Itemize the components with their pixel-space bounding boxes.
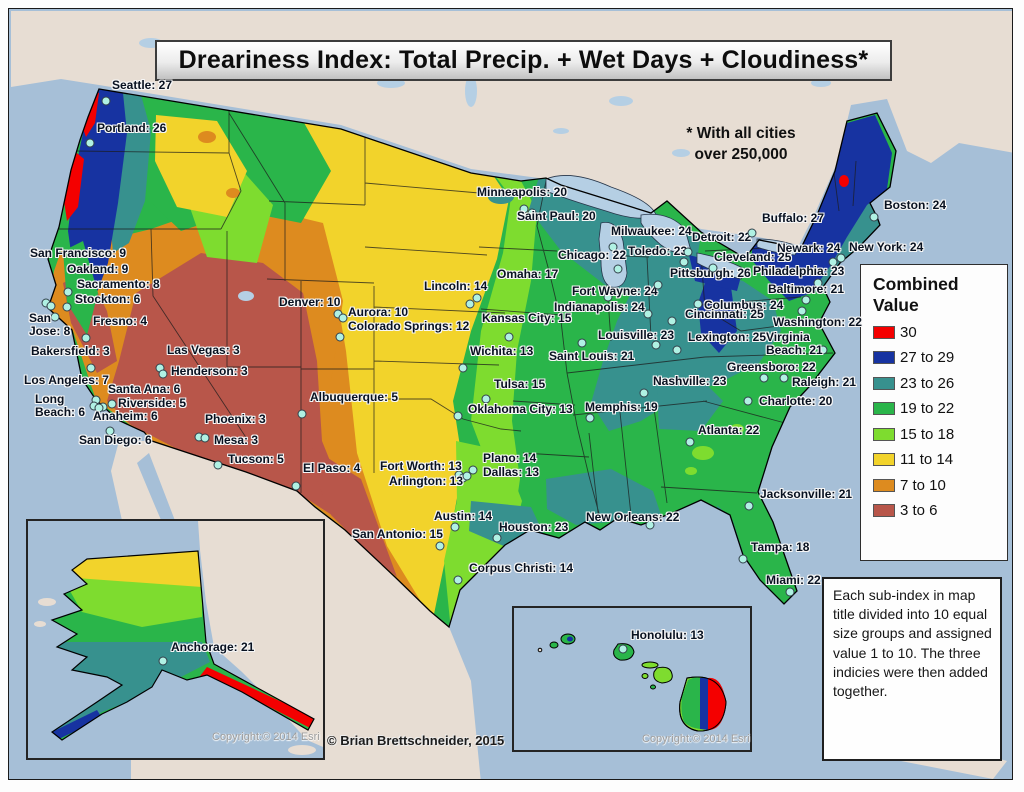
legend-label: 15 to 18 <box>900 425 955 443</box>
great-salt-lake <box>238 291 254 301</box>
lake-erie <box>696 252 746 280</box>
island-niihau-small <box>537 647 543 653</box>
legend-items: 30 27 to 29 23 to 26 19 to 22 15 to 18 11 to … <box>873 324 1001 519</box>
island-lanai <box>641 673 649 679</box>
legend-label: 7 to 10 <box>900 476 946 494</box>
asterisk-note: * With all cities over 250,000 <box>655 124 827 166</box>
us-outline <box>47 88 897 629</box>
legend-title: Combined Value <box>873 274 959 315</box>
legend-item: 7 to 10 <box>873 477 1001 494</box>
legend-label: 23 to 26 <box>900 374 955 392</box>
legend-item: 3 to 6 <box>873 502 1001 519</box>
legend-item: 27 to 29 <box>873 349 1001 366</box>
legend-label: 27 to 29 <box>900 349 955 367</box>
legend-swatch <box>873 325 895 339</box>
red-spot-new-hampshire <box>839 175 849 187</box>
legend-swatch <box>873 504 895 518</box>
legend: Combined Value 30 27 to 29 23 to 26 19 to 2… <box>860 264 1008 561</box>
esri-credit-hawaii: Copyright:© 2014 Esri <box>642 733 750 745</box>
legend-swatch <box>873 453 895 467</box>
legend-swatch <box>873 402 895 416</box>
author-credit: © Brian Brettschneider, 2015 <box>327 733 505 748</box>
alaska-outline <box>50 550 315 741</box>
methodology-note: Each sub-index in map title divided into… <box>822 577 1002 761</box>
legend-label: 11 to 14 <box>900 451 954 469</box>
island-niihau <box>549 641 559 649</box>
legend-item: 15 to 18 <box>873 426 1001 443</box>
lake-ontario <box>756 238 800 256</box>
island-kahoolawe <box>650 684 656 690</box>
island-oahu <box>613 643 635 661</box>
legend-label: 19 to 22 <box>900 400 955 418</box>
legend-item: 11 to 14 <box>873 451 1001 468</box>
legend-swatch <box>873 427 895 441</box>
island-maui <box>653 666 673 684</box>
map-title: Dreariness Index: Total Precip. + Wet Da… <box>155 40 892 81</box>
asterisk-note-line1: * With all cities <box>686 125 796 142</box>
legend-swatch <box>873 376 895 390</box>
legend-label: 30 <box>900 323 917 341</box>
legend-swatch <box>873 478 895 492</box>
esri-credit-alaska: Copyright:© 2014 Esri <box>212 731 320 743</box>
legend-item: 19 to 22 <box>873 400 1001 417</box>
us-fill-regions <box>48 89 896 627</box>
legend-item: 23 to 26 <box>873 375 1001 392</box>
hawaii-inset <box>512 606 752 752</box>
alaska-inset <box>26 519 325 760</box>
island-molokai <box>641 661 659 669</box>
legend-label: 3 to 6 <box>900 502 938 520</box>
alaska-map <box>28 521 323 758</box>
hawaii-map <box>514 608 750 750</box>
legend-swatch <box>873 351 895 365</box>
legend-item: 30 <box>873 324 1001 341</box>
asterisk-note-line2: over 250,000 <box>694 145 788 163</box>
lake-huron <box>640 213 692 254</box>
